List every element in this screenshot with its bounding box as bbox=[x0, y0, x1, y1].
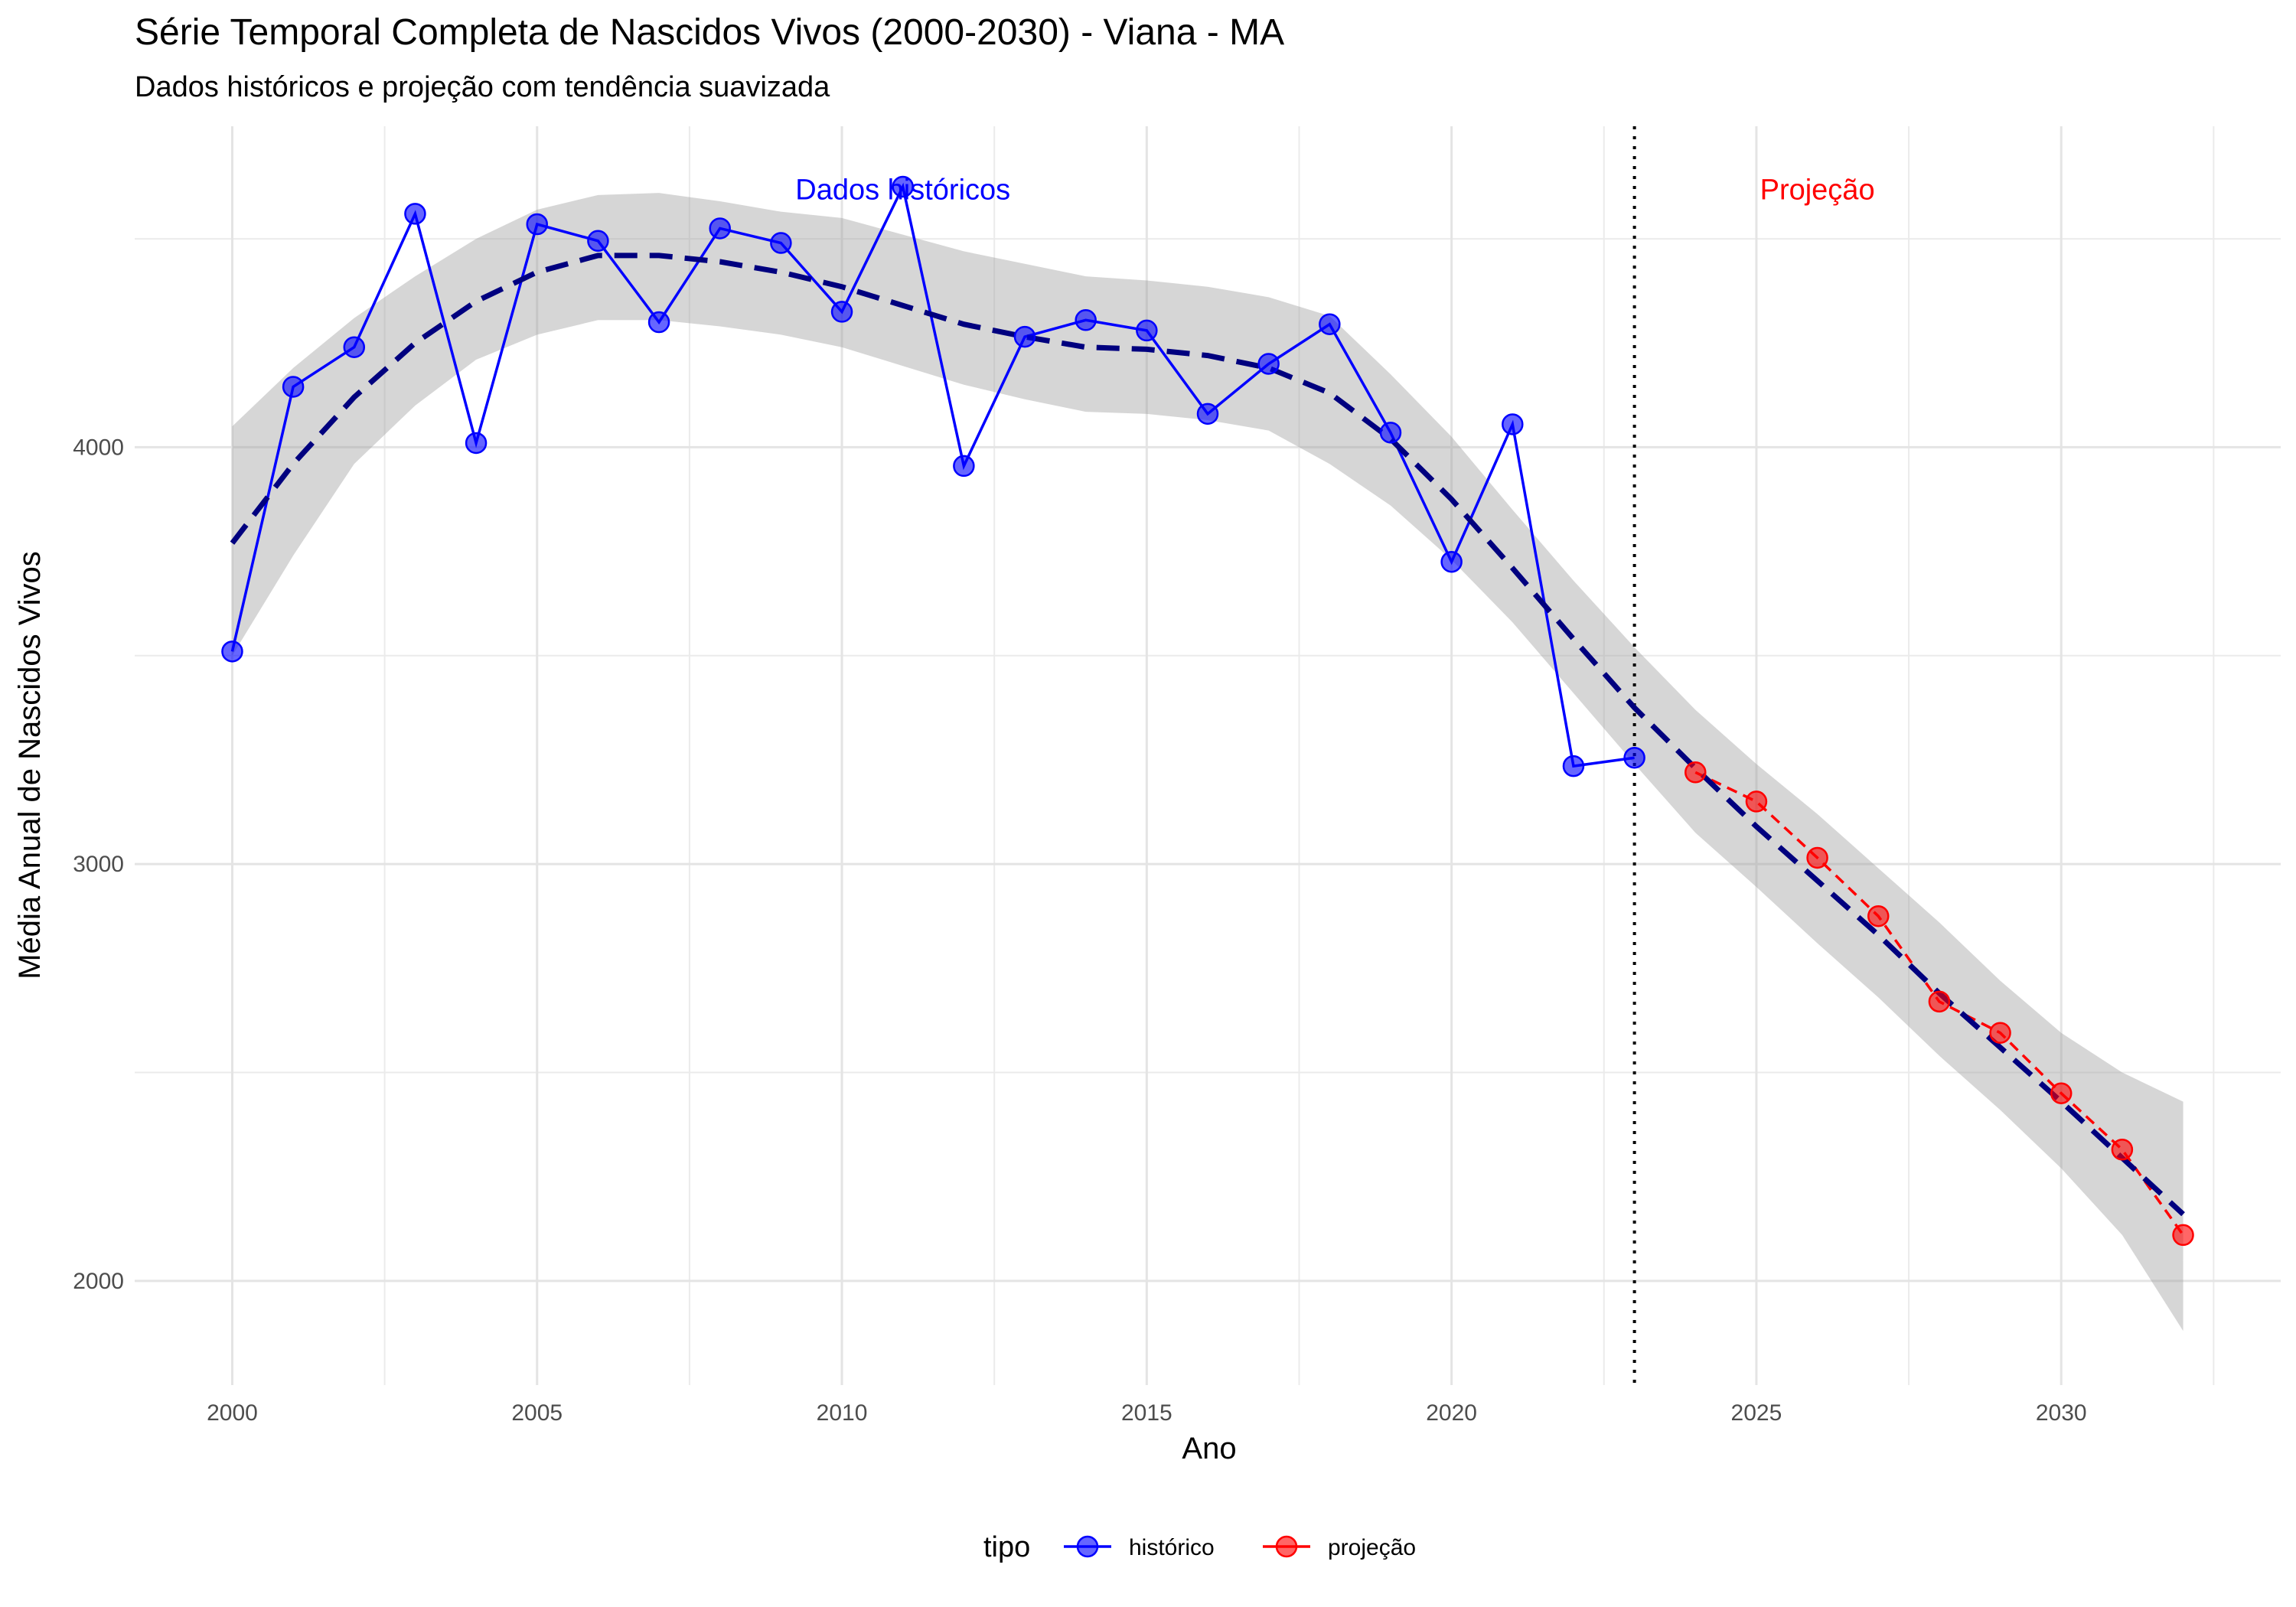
grid-minor bbox=[135, 126, 2281, 1385]
confidence-band bbox=[232, 193, 2183, 1332]
x-tick-label: 2025 bbox=[1731, 1400, 1782, 1426]
y-tick-label: 2000 bbox=[73, 1269, 124, 1294]
legend-key-point bbox=[1076, 1535, 1099, 1558]
legend-items: histórico projeção bbox=[1064, 1535, 1416, 1560]
x-axis-ticks: 2000 2005 2010 2015 2020 2025 2030 bbox=[207, 1400, 2087, 1426]
data-point-historico bbox=[953, 455, 975, 478]
trend-line-layer bbox=[230, 253, 2185, 1217]
data-point-historico bbox=[526, 213, 548, 236]
y-axis-label: Média Anual de Nascidos Vivos bbox=[13, 551, 47, 980]
data-point-projecao bbox=[1989, 1022, 2011, 1044]
legend-key-point bbox=[1275, 1535, 1298, 1558]
data-point-projecao bbox=[2111, 1138, 2134, 1161]
grid-major bbox=[135, 126, 2281, 1385]
legend-label: histórico bbox=[1129, 1535, 1215, 1560]
data-point-historico bbox=[892, 175, 914, 198]
data-point-historico bbox=[830, 301, 853, 323]
data-point-historico bbox=[1440, 550, 1463, 573]
y-axis-ticks: 2000 3000 4000 bbox=[73, 435, 124, 1293]
data-point-historico bbox=[1196, 403, 1219, 425]
data-point-projecao bbox=[1867, 905, 1890, 927]
data-point-projecao bbox=[1684, 761, 1707, 784]
annotation-label: Dados históricos bbox=[795, 174, 1010, 207]
y-tick-label: 4000 bbox=[73, 435, 124, 460]
annotation-label: Projeção bbox=[1760, 174, 1875, 207]
x-tick-label: 2030 bbox=[2036, 1400, 2087, 1426]
data-point-historico bbox=[1379, 422, 1402, 444]
data-point-historico bbox=[587, 230, 609, 253]
data-point-historico bbox=[709, 217, 731, 240]
data-point-historico bbox=[770, 232, 792, 254]
data-point-historico bbox=[647, 311, 670, 334]
x-axis-label: Ano bbox=[1182, 1432, 1236, 1465]
legend-title: tipo bbox=[983, 1531, 1030, 1563]
data-point-projecao bbox=[2050, 1082, 2073, 1104]
data-point-historico bbox=[404, 203, 426, 225]
data-point-projecao bbox=[1806, 846, 1828, 869]
legend: tipo histórico projeção bbox=[983, 1531, 1416, 1563]
chart-subtitle: Dados históricos e projeção com tendênci… bbox=[135, 71, 830, 103]
x-tick-label: 2010 bbox=[817, 1400, 868, 1426]
data-point-historico bbox=[1013, 325, 1036, 348]
x-tick-label: 2005 bbox=[511, 1400, 563, 1426]
series-points-layer bbox=[221, 175, 2194, 1247]
data-point-historico bbox=[343, 336, 366, 358]
x-tick-label: 2015 bbox=[1121, 1400, 1172, 1426]
annotation-layer: Dados históricos Projeção bbox=[795, 174, 1874, 207]
data-point-historico bbox=[221, 641, 243, 663]
data-point-historico bbox=[465, 432, 488, 455]
y-tick-label: 3000 bbox=[73, 852, 124, 877]
x-tick-label: 2020 bbox=[1426, 1400, 1477, 1426]
data-point-historico bbox=[1319, 313, 1341, 335]
x-tick-label: 2000 bbox=[207, 1400, 258, 1426]
legend-label: projeção bbox=[1328, 1535, 1416, 1560]
data-point-historico bbox=[282, 376, 305, 398]
data-point-projecao bbox=[1928, 990, 1951, 1013]
confidence-band-layer bbox=[232, 193, 2183, 1332]
data-point-projecao bbox=[2172, 1224, 2194, 1247]
trend-line bbox=[230, 253, 2185, 1217]
data-point-historico bbox=[1502, 413, 1524, 435]
chart-title: Série Temporal Completa de Nascidos Vivo… bbox=[135, 12, 1284, 53]
data-point-projecao bbox=[1745, 790, 1768, 813]
data-point-historico bbox=[1623, 746, 1645, 769]
series-line-historico bbox=[230, 182, 1635, 768]
data-point-historico bbox=[1136, 319, 1158, 342]
data-point-historico bbox=[1562, 755, 1585, 777]
data-point-historico bbox=[1257, 353, 1280, 375]
data-point-historico bbox=[1075, 309, 1097, 331]
